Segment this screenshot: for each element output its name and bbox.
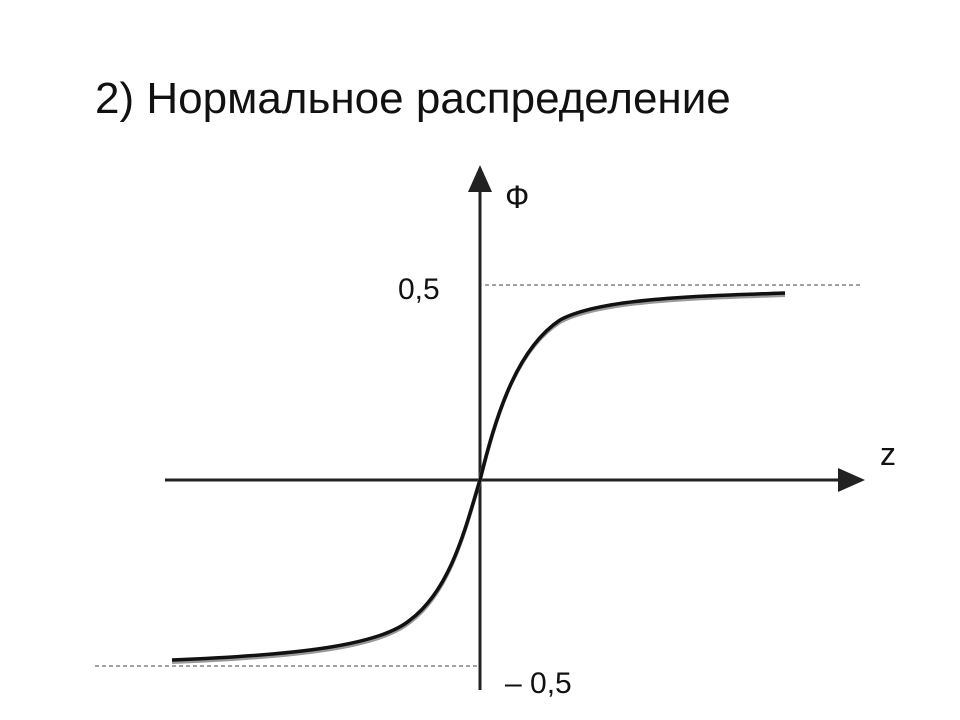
lower-level-label: – 0,5 bbox=[505, 667, 572, 700]
x-axis-label: z bbox=[880, 436, 896, 472]
y-axis-label: Ф bbox=[505, 179, 529, 215]
upper-level-label: 0,5 bbox=[398, 273, 440, 306]
title: 2) Нормальное распределение bbox=[95, 74, 731, 123]
laplace-curve bbox=[171, 291, 786, 662]
